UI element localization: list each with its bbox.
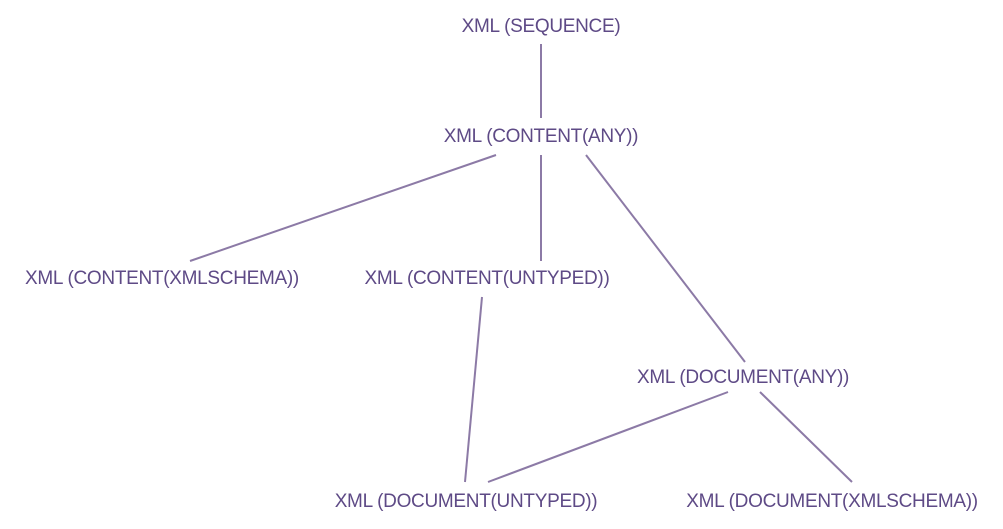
node-xml-sequence: XML (SEQUENCE) — [462, 16, 621, 37]
node-xml-content-xmlschema: XML (CONTENT(XMLSCHEMA)) — [25, 268, 299, 289]
edge-content-untyped-to-document-untyped — [464, 296, 483, 483]
node-xml-document-xmlschema: XML (DOCUMENT(XMLSCHEMA)) — [686, 491, 978, 512]
node-xml-document-untyped: XML (DOCUMENT(UNTYPED)) — [335, 491, 598, 512]
diagram-nodes: XML (SEQUENCE) XML (CONTENT(ANY)) XML (C… — [25, 16, 978, 512]
node-xml-document-any: XML (DOCUMENT(ANY)) — [637, 367, 849, 388]
node-xml-content-untyped: XML (CONTENT(UNTYPED)) — [365, 268, 610, 289]
diagram-edges — [189, 44, 853, 483]
edge-content-any-to-content-xmlschema — [189, 154, 497, 262]
edge-document-any-to-document-untyped — [487, 391, 729, 483]
edge-content-any-to-document-any — [585, 154, 746, 363]
node-xml-content-any: XML (CONTENT(ANY)) — [444, 126, 638, 147]
edge-document-any-to-document-xmlschema — [759, 391, 853, 483]
